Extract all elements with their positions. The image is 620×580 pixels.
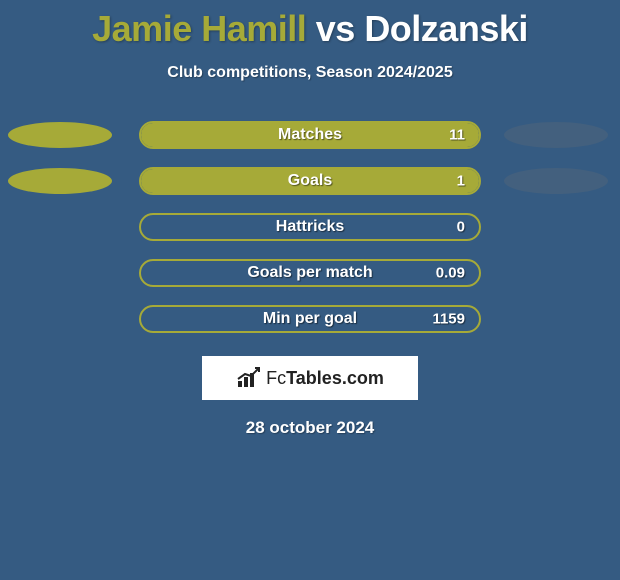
- stat-value: 0: [457, 219, 465, 236]
- stat-row: Hattricks 0: [0, 204, 620, 250]
- stat-value: 0.09: [436, 265, 465, 282]
- stat-label: Goals per match: [247, 264, 372, 282]
- stat-row: Min per goal 1159: [0, 296, 620, 342]
- page-title: Jamie Hamill vs Dolzanski: [0, 0, 620, 50]
- logo-box: FcTables.com: [202, 356, 418, 400]
- stat-bar: Goals per match 0.09: [139, 259, 481, 287]
- stat-row: Matches 11: [0, 112, 620, 158]
- subtitle: Club competitions, Season 2024/2025: [0, 64, 620, 82]
- player2-indicator: [504, 122, 608, 148]
- chart-icon: [236, 367, 262, 389]
- player2-indicator: [504, 168, 608, 194]
- vs-text: vs: [306, 8, 364, 49]
- player2-name: Dolzanski: [364, 8, 528, 49]
- stat-value: 1159: [432, 311, 465, 328]
- player1-indicator: [8, 168, 112, 194]
- stat-row: Goals per match 0.09: [0, 250, 620, 296]
- stat-rows: Matches 11 Goals 1 Hattricks 0 Goals per match…: [0, 112, 620, 342]
- stat-label: Min per goal: [263, 310, 357, 328]
- stat-label: Goals: [288, 172, 332, 190]
- logo-text: FcTables.com: [266, 368, 384, 389]
- stat-value: 11: [449, 127, 465, 144]
- stat-bar: Min per goal 1159: [139, 305, 481, 333]
- stat-label: Matches: [278, 126, 342, 144]
- stat-label: Hattricks: [276, 218, 344, 236]
- stat-row: Goals 1: [0, 158, 620, 204]
- stat-bar: Goals 1: [139, 167, 481, 195]
- stat-bar: Hattricks 0: [139, 213, 481, 241]
- stat-bar: Matches 11: [139, 121, 481, 149]
- player1-indicator: [8, 122, 112, 148]
- player1-name: Jamie Hamill: [92, 8, 306, 49]
- logo: FcTables.com: [236, 367, 384, 389]
- stat-value: 1: [457, 173, 465, 190]
- date-text: 28 october 2024: [0, 418, 620, 438]
